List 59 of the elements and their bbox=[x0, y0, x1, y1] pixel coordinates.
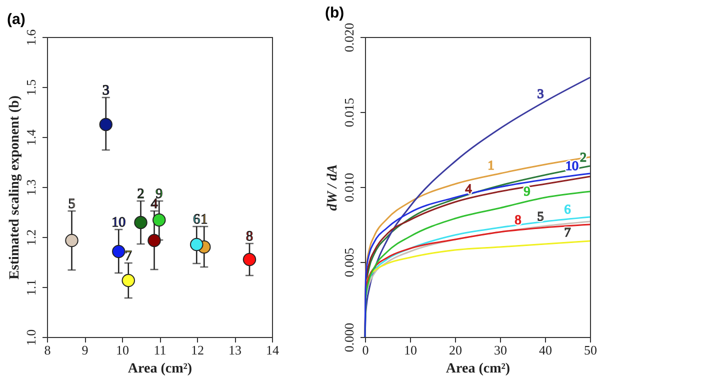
series-label: 6 bbox=[564, 201, 572, 216]
y-tick-label: 1.5 bbox=[24, 79, 38, 96]
point bbox=[134, 216, 148, 230]
y-tick-label: 0.000 bbox=[342, 322, 356, 352]
y-axis-title: Estimated scaling exponent (b) bbox=[8, 95, 22, 280]
x-axis-title: Area (cm²) bbox=[128, 362, 192, 376]
series-label: 4 bbox=[465, 180, 472, 196]
series-label: 7 bbox=[124, 249, 132, 264]
series-label: 3 bbox=[537, 86, 544, 102]
x-tick-label: 40 bbox=[539, 342, 552, 358]
y-tick-label: 0.020 bbox=[342, 22, 356, 52]
chart-title: (a) bbox=[7, 10, 26, 28]
x-tick-label: 13 bbox=[228, 342, 242, 358]
series-label: 7 bbox=[564, 224, 572, 240]
series-label: 9 bbox=[524, 184, 530, 199]
y-tick-label: 1.6 bbox=[24, 28, 38, 46]
x-tick-label: 12 bbox=[191, 342, 204, 358]
x-tick-label: 10 bbox=[116, 342, 129, 358]
y-tick-label: 1.2 bbox=[24, 229, 38, 246]
series-label: 6 bbox=[193, 212, 200, 228]
series-label: 3 bbox=[102, 84, 110, 98]
point bbox=[190, 238, 204, 252]
point bbox=[112, 244, 126, 258]
series-label: 1 bbox=[488, 158, 494, 173]
x-axis-title: Area (cm²) bbox=[446, 362, 510, 376]
series-label: 5 bbox=[537, 208, 544, 224]
series-label: 9 bbox=[156, 187, 163, 202]
point bbox=[99, 118, 112, 132]
y-tick-label: 1.1 bbox=[24, 279, 38, 296]
point bbox=[152, 213, 166, 227]
series-label: 8 bbox=[246, 230, 253, 244]
point bbox=[148, 234, 161, 248]
x-tick-label: 20 bbox=[449, 342, 462, 358]
series-label: 4 bbox=[150, 197, 158, 212]
point bbox=[122, 274, 135, 288]
y-tick-label: 0.010 bbox=[342, 172, 356, 202]
y-tick-label: 1.3 bbox=[24, 179, 38, 196]
series-label: 10 bbox=[566, 158, 578, 173]
y-axis-title: dW / dA bbox=[326, 164, 340, 211]
x-tick-label: 9 bbox=[82, 342, 88, 358]
series-label: 10 bbox=[112, 216, 126, 230]
y-tick-label: 1.0 bbox=[24, 329, 38, 346]
x-tick-label: 30 bbox=[494, 342, 507, 358]
x-tick-label: 14 bbox=[266, 342, 280, 358]
point bbox=[65, 234, 78, 248]
x-tick-label: 10 bbox=[404, 342, 417, 358]
series-label: 1 bbox=[200, 212, 208, 228]
series-label: 8 bbox=[514, 212, 522, 228]
x-tick-label: 8 bbox=[44, 342, 51, 358]
y-tick-label: 0.015 bbox=[342, 98, 356, 128]
series-label: 5 bbox=[68, 197, 76, 212]
x-tick-label: 50 bbox=[584, 342, 597, 358]
series-label: 2 bbox=[137, 187, 144, 202]
point bbox=[242, 252, 256, 266]
chart-title: (b) bbox=[325, 4, 344, 22]
y-tick-label: 1.4 bbox=[24, 128, 38, 146]
x-tick-label: 0 bbox=[362, 342, 369, 358]
x-tick-label: 11 bbox=[154, 342, 166, 358]
y-tick-label: 0.005 bbox=[342, 248, 356, 278]
